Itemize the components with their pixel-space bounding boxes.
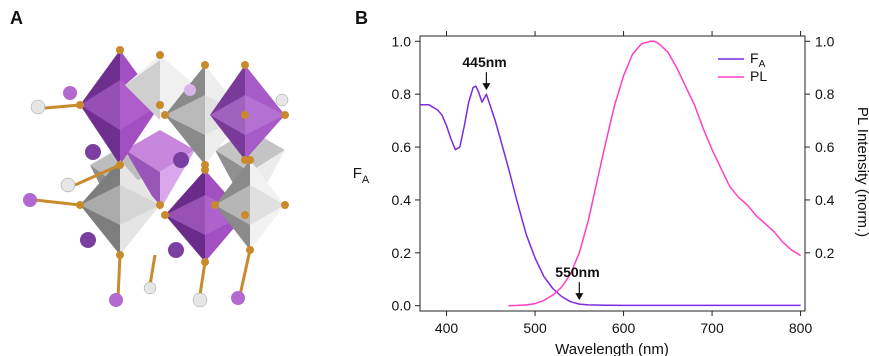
y-right-axis-label: PL Intensity (norm.) [854, 107, 869, 237]
x-tick-label: 700 [700, 320, 724, 336]
y-left-label-sub: A [362, 174, 370, 186]
free-atom [173, 152, 189, 168]
y-left-tick-label: 0.0 [392, 298, 412, 314]
series-line-pl [508, 40, 801, 307]
halide-atoms [23, 84, 289, 308]
x-tick-label: 800 [789, 320, 813, 336]
plot-frame [419, 35, 806, 312]
x-tick-label: 400 [435, 320, 459, 336]
annotation-arrow-head [575, 293, 584, 301]
perovskite-crystal-structure [23, 46, 289, 308]
annotation-label: 445nm [462, 54, 506, 70]
x-ticks: 400 500 600 700 800 [435, 31, 813, 336]
y-left-ticks: 0.0 0.2 0.4 0.6 0.8 1.0 [392, 33, 420, 314]
y-right-tick-label: 0.2 [815, 245, 835, 261]
octahedron-gray-top-middle [125, 55, 195, 120]
x-tick-label: 600 [612, 320, 636, 336]
legend-label-pl: PL [750, 68, 767, 84]
x-axis-label: Wavelength (nm) [555, 341, 669, 356]
legend-label-fa-main: F [750, 50, 759, 66]
legend-label-fa: FA [750, 50, 766, 70]
y-left-axis-label: FA [353, 165, 370, 186]
panel-b-label: B [355, 8, 368, 28]
legend-label-fa-sub: A [759, 59, 766, 70]
y-right-ticks: 0.2 0.4 0.6 0.8 1.0 [805, 33, 835, 261]
octahedron-gray-bottom-right [215, 160, 285, 250]
annotation-arrow-head [482, 83, 491, 91]
y-right-tick-label: 0.8 [815, 86, 835, 102]
y-left-tick-label: 1.0 [392, 33, 412, 49]
y-left-tick-label: 0.2 [392, 245, 412, 261]
y-right-tick-label: 1.0 [815, 33, 835, 49]
spectrum-plot: 400 500 600 700 800 0.00.20.40.60.81.0 0.20.… [353, 31, 869, 356]
vertex-atoms [76, 46, 289, 266]
legend: FA PL [718, 50, 767, 84]
free-atom [80, 232, 96, 248]
free-atom [85, 144, 101, 160]
bonds [34, 103, 252, 299]
y-left-tick-label: 0.6 [392, 139, 412, 155]
y-left-tick-label: 0.8 [392, 86, 412, 102]
free-atom [168, 242, 184, 258]
annotation-layer: 445nm 550nm [462, 54, 600, 301]
y-right-tick-label: 0.6 [815, 139, 835, 155]
y-left-tick-label: 0.4 [392, 192, 412, 208]
y-right-tick-label: 0.4 [815, 192, 835, 208]
series-line-fa [420, 85, 801, 307]
octahedron-gray-bottom-left [80, 160, 160, 255]
series-layer [420, 40, 801, 307]
x-tick-label: 500 [523, 320, 547, 336]
annotation-label: 550nm [555, 264, 599, 280]
y-left-label-main: F [353, 165, 362, 182]
panel-a-label: A [10, 8, 23, 28]
